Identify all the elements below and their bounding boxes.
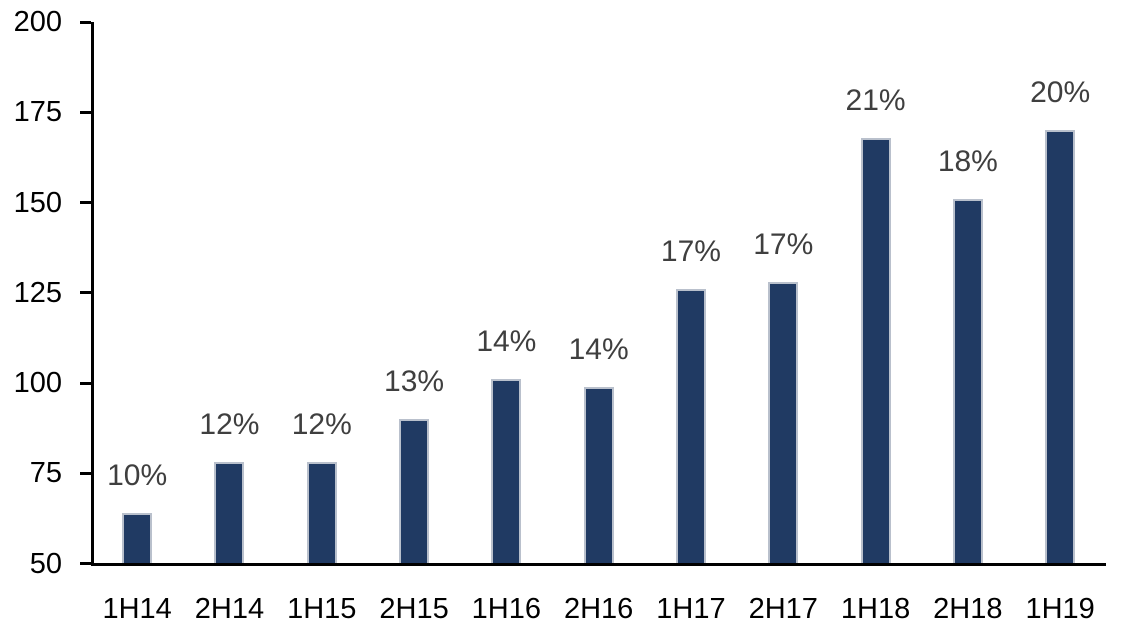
bar: [306, 462, 337, 563]
bar-value-label: 12%: [291, 408, 352, 442]
bar-value-label: 21%: [845, 83, 906, 117]
x-tick-label: 1H17: [656, 593, 726, 625]
bar: [399, 419, 430, 563]
bar: [122, 512, 153, 563]
bar: [583, 386, 614, 563]
y-tick-mark: [80, 201, 91, 204]
y-tick-mark: [80, 110, 91, 114]
x-tick-label: 1H15: [287, 593, 357, 625]
x-tick-label: 1H14: [102, 593, 172, 625]
y-tick-mark: [80, 20, 91, 24]
bar-value-label: 20%: [1030, 76, 1091, 110]
y-tick-label: 100: [13, 367, 62, 399]
y-tick-mark: [80, 381, 91, 385]
x-tick-label: 2H14: [194, 593, 265, 625]
bar-value-label: 18%: [937, 144, 998, 178]
y-tick-label: 125: [13, 276, 62, 309]
y-tick-label: 75: [29, 457, 62, 490]
bar-value-label: 13%: [384, 365, 445, 399]
x-tick-label: 1H18: [840, 593, 911, 625]
y-tick-label: 150: [13, 186, 62, 219]
bar-value-label: 14%: [568, 332, 629, 366]
y-tick-label: 50: [29, 547, 62, 580]
x-tick-label: 1H16: [471, 593, 541, 625]
x-tick-label: 2H16: [563, 593, 634, 625]
y-tick-mark: [80, 291, 91, 295]
bar: [214, 462, 245, 563]
y-tick-label: 200: [13, 6, 62, 38]
bar-value-label: 17%: [753, 227, 814, 261]
bar: [1045, 130, 1076, 563]
x-axis-line: [91, 563, 1107, 566]
bar-value-label: 12%: [199, 408, 260, 442]
bar-value-label: 14%: [476, 325, 537, 359]
y-tick-label: 175: [13, 96, 62, 129]
x-tick-label: 2H17: [748, 593, 818, 625]
bar-value-label: 17%: [660, 235, 721, 269]
bar: [768, 281, 799, 563]
y-tick-mark: [80, 471, 91, 475]
bar: [675, 289, 706, 563]
x-tick-label: 2H15: [379, 593, 449, 625]
x-tick-label: 2H18: [933, 593, 1003, 625]
bar: [860, 137, 891, 563]
y-tick-mark: [80, 562, 91, 565]
y-axis-line: [91, 22, 94, 566]
bar: [952, 198, 983, 563]
bar: [491, 379, 522, 563]
bar-value-label: 10%: [107, 458, 168, 492]
x-tick-label: 1H19: [1025, 593, 1095, 625]
